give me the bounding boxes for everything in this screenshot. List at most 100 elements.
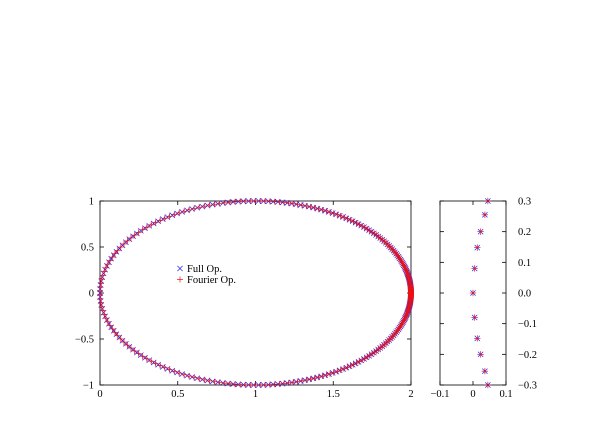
fourier-op-point — [181, 371, 188, 378]
inset-point — [474, 335, 481, 342]
fourier-op-point — [323, 371, 330, 378]
fourier-op-point — [400, 318, 407, 325]
fourier-op-point — [285, 200, 292, 207]
fourier-op-point — [99, 307, 106, 314]
main-y-tick-label: −0.5 — [75, 335, 94, 346]
fourier-op-point — [111, 250, 118, 257]
fourier-op-point — [271, 381, 278, 388]
fourier-op-point — [139, 226, 146, 233]
fourier-op-point — [232, 381, 239, 388]
fourier-op-point — [334, 368, 341, 375]
fourier-op-point — [400, 317, 407, 324]
fourier-op-point — [402, 313, 409, 320]
inset-plot: −0.1 0 0.1 −0.3 −0.2 −0.1 0.0 0.1 0.2 0.3 — [430, 197, 537, 401]
fourier-op-point — [389, 333, 396, 340]
fourier-op-point — [196, 375, 203, 382]
fourier-op-point — [344, 215, 351, 222]
fourier-op-point — [117, 335, 124, 342]
fourier-op-point — [364, 354, 371, 361]
main-y-tick-label: 1 — [89, 197, 94, 208]
legend: Full Op. Fourier Op. — [177, 264, 236, 286]
fourier-op-point — [330, 369, 337, 376]
fourier-op-point — [384, 338, 391, 345]
fourier-op-point — [161, 215, 168, 222]
fourier-op-point — [323, 208, 330, 215]
fourier-op-point — [303, 376, 310, 383]
fourier-op-point — [290, 379, 297, 386]
fourier-op-point — [226, 199, 233, 206]
fourier-op-point — [143, 355, 150, 362]
inset-fourier-op-mark — [471, 314, 478, 321]
fourier-op-point — [102, 264, 109, 271]
fourier-op-point — [97, 288, 104, 295]
main-x-axis: 0 0.5 1 1.5 2 — [97, 201, 414, 400]
fourier-op-point — [102, 315, 109, 322]
inset-point — [477, 228, 484, 235]
fourier-op-point — [109, 325, 116, 332]
fourier-op-point — [201, 203, 208, 210]
fourier-op-point — [403, 312, 410, 319]
fourier-op-point — [307, 203, 314, 210]
fourier-op-point — [327, 370, 334, 377]
fourier-op-point — [152, 360, 159, 367]
fourier-op-point — [369, 229, 376, 236]
fourier-op-point — [400, 262, 407, 269]
fourier-op-point — [99, 272, 106, 279]
fourier-op-point — [285, 379, 292, 386]
fourier-op-point — [97, 280, 104, 287]
fourier-op-point — [139, 353, 146, 360]
fourier-op-point — [221, 199, 228, 206]
inset-point — [471, 314, 478, 321]
fourier-op-point — [101, 311, 108, 318]
legend-fourier-op-label: Fourier Op. — [187, 275, 236, 286]
inset-fourier-op-mark — [469, 289, 477, 297]
fourier-op-point — [196, 204, 203, 211]
fourier-op-point — [361, 224, 368, 231]
main-x-tick-label: 0.5 — [171, 389, 184, 400]
fourier-op-point — [161, 364, 168, 371]
fourier-op-point — [124, 237, 131, 244]
fourier-op-point — [353, 360, 360, 367]
fourier-op-point — [148, 221, 155, 228]
fourier-op-point — [232, 198, 239, 205]
fourier-op-point — [124, 342, 131, 349]
fourier-op-point — [366, 227, 373, 234]
fourier-op-point — [315, 205, 322, 212]
fourier-op-point — [120, 240, 127, 247]
fourier-op-point — [242, 381, 249, 388]
legend-plus-mark — [177, 276, 183, 283]
fourier-op-point — [97, 295, 104, 302]
fourier-op-point — [307, 376, 314, 383]
fourier-op-point — [402, 266, 409, 273]
inset-point — [481, 368, 489, 375]
fourier-op-point — [402, 314, 409, 321]
fourier-op-point — [303, 203, 310, 210]
fourier-op-point — [106, 322, 113, 329]
main-x-tick-label: 2 — [408, 389, 413, 400]
inset-point — [481, 211, 489, 218]
fourier-op-point — [186, 206, 193, 213]
fourier-op-point — [221, 380, 228, 387]
fourier-op-point — [111, 329, 118, 336]
fourier-op-point — [386, 243, 393, 250]
fourier-op-point — [404, 271, 411, 278]
main-x-tick-label: 1.5 — [327, 389, 340, 400]
fourier-op-point — [135, 350, 142, 357]
fourier-op-point — [226, 380, 233, 387]
fourier-op-point — [358, 357, 365, 364]
legend-fourier-op-marker — [177, 276, 183, 283]
inset-point — [484, 197, 492, 205]
fourier-op-point — [400, 261, 407, 268]
inset-fourier-op-mark — [474, 244, 481, 251]
fourier-op-point — [290, 200, 297, 207]
fourier-op-point — [334, 211, 341, 218]
main-x-tick-label: 0 — [97, 389, 102, 400]
fourier-op-point — [148, 358, 155, 365]
fourier-op-point — [127, 345, 134, 352]
fourier-op-point — [201, 376, 208, 383]
inset-y-tick-label: 0.2 — [518, 227, 531, 238]
fourier-op-point — [176, 370, 183, 377]
fourier-op-point — [347, 217, 354, 224]
fourier-op-point — [106, 257, 113, 264]
